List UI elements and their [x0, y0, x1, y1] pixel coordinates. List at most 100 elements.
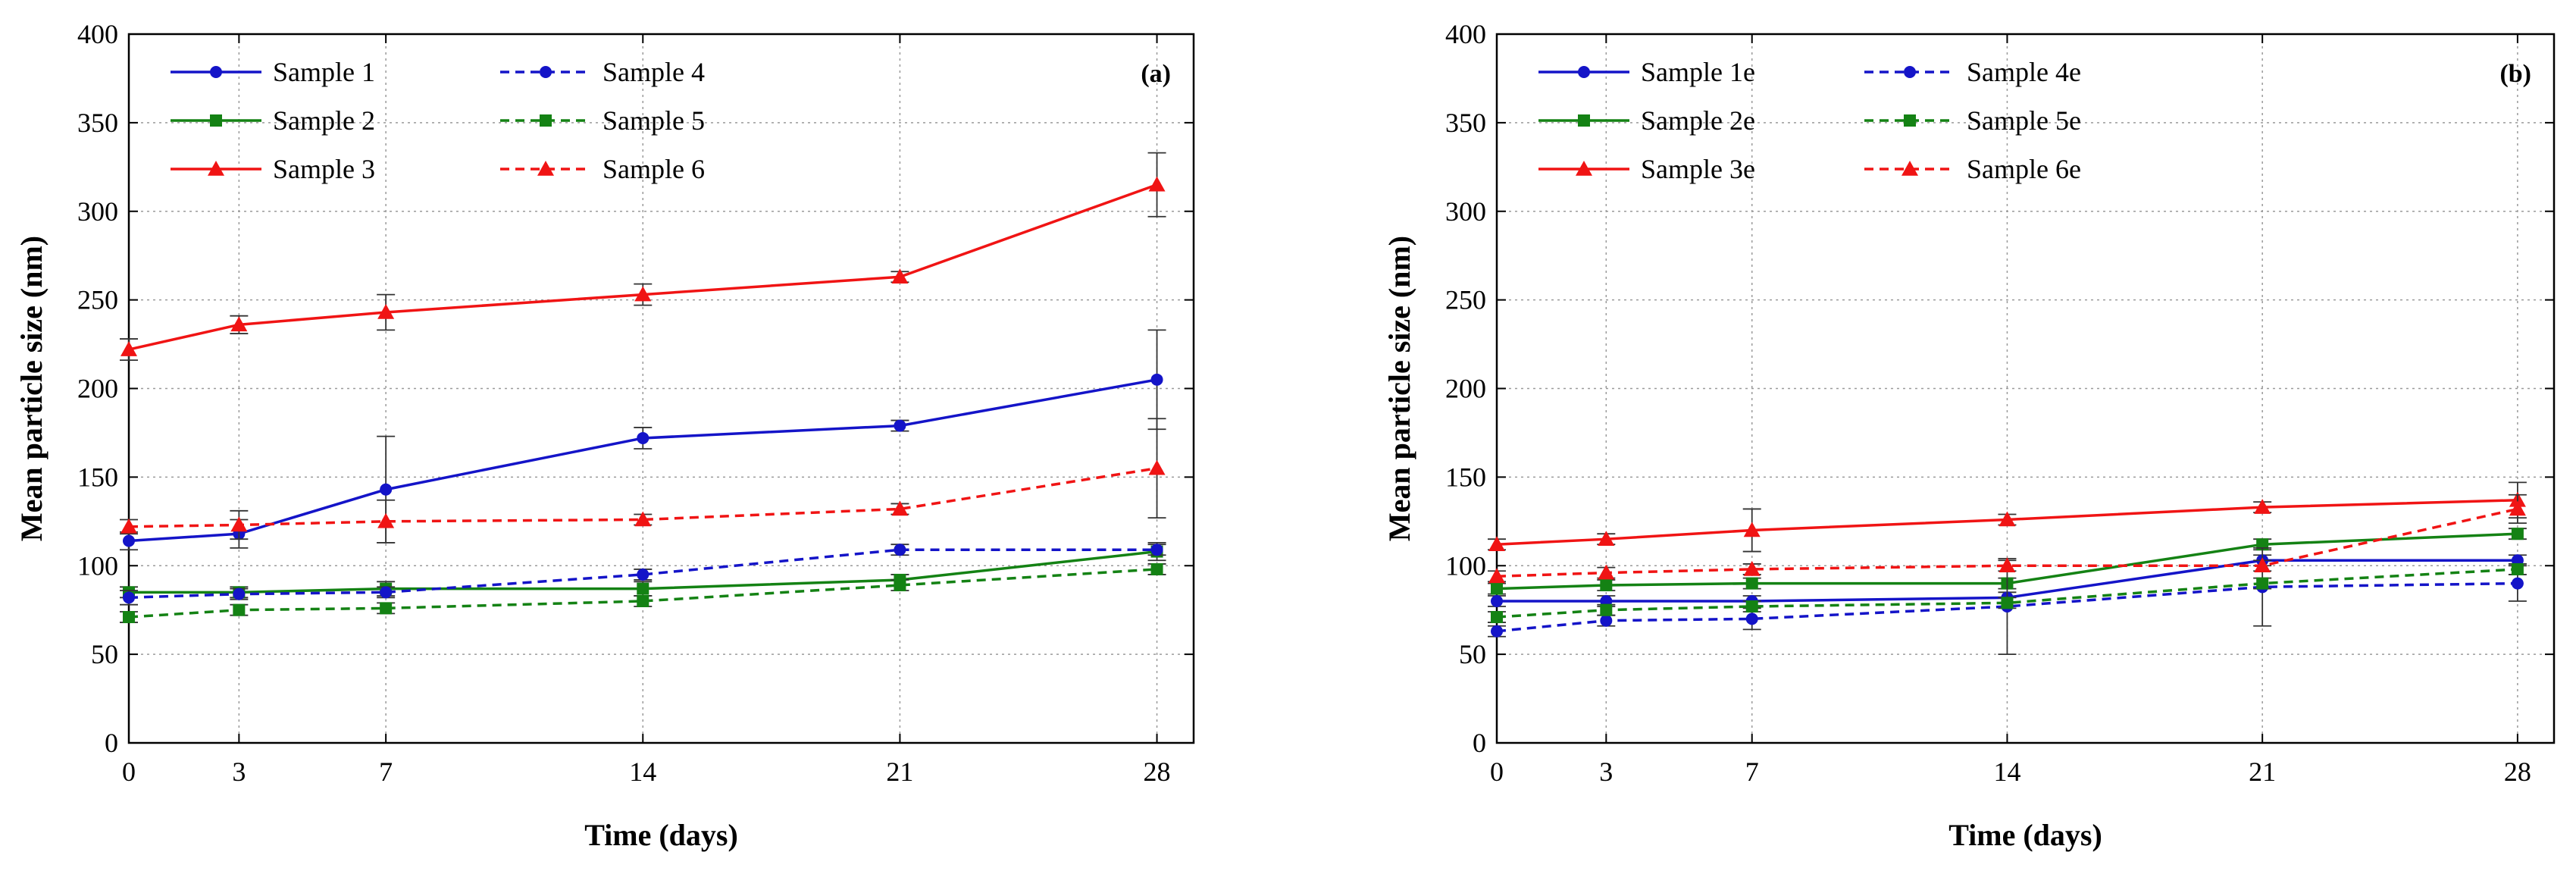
series-line [128, 548, 1157, 600]
legend-marker [1578, 114, 1590, 127]
data-point [1743, 522, 1761, 537]
data-point [377, 303, 395, 319]
y-tick-label: 350 [77, 108, 118, 138]
y-tick-label: 0 [105, 728, 118, 758]
legend-entry: Sample 6 [603, 154, 705, 184]
data-point [123, 591, 135, 604]
data-point [380, 483, 393, 496]
data-point [634, 286, 652, 302]
legend-marker [537, 161, 554, 176]
data-point [230, 516, 248, 532]
data-point [1150, 562, 1163, 575]
series-line [1496, 581, 2518, 633]
data-point [894, 419, 906, 432]
x-tick-label: 14 [629, 757, 656, 787]
series-sample-3e [1488, 481, 2527, 553]
legend-marker [1904, 114, 1916, 127]
y-tick-label: 100 [1445, 550, 1486, 581]
data-point [891, 500, 909, 516]
y-tick-label: 50 [91, 639, 118, 669]
y-tick-label: 350 [1445, 108, 1486, 138]
x-tick-label: 0 [122, 757, 136, 787]
series-line [128, 568, 1157, 619]
panel-a-chart: 0 50 100 150 200 250 300 350 400 0 3 7 14 21 28 Time (d… [14, 19, 1195, 852]
legend-entry: Sample 5 [603, 105, 705, 136]
legend-marker [540, 66, 552, 78]
series-line [128, 378, 1157, 543]
data-point [894, 544, 906, 556]
legend-entry: Sample 4e [1967, 57, 2081, 87]
legend: Sample 1 Sample 2 Sample 3 Sample 4 Sample 5… [171, 57, 705, 184]
legend-marker [210, 114, 222, 127]
series-sample-6e [1488, 493, 2527, 584]
data-point [1491, 625, 1503, 638]
data-point [894, 578, 906, 591]
x-tick-label: 7 [1745, 757, 1759, 787]
data-point [2001, 597, 2014, 609]
x-tick-label: 28 [2504, 757, 2531, 787]
data-point [121, 518, 137, 534]
data-point [1148, 459, 1166, 475]
legend-entry: Sample 1e [1641, 57, 1755, 87]
y-tick-label: 200 [1445, 374, 1486, 404]
data-point [637, 582, 649, 595]
series-sample-5e [1488, 562, 2527, 624]
series-line [1496, 568, 2518, 619]
data-point [2254, 557, 2271, 573]
legend-entry: Sample 3e [1641, 154, 1755, 184]
data-point [123, 534, 135, 547]
legend-marker [1576, 161, 1592, 176]
data-point [121, 341, 137, 356]
data-point [1999, 511, 2016, 527]
x-tick-label: 21 [2249, 757, 2276, 787]
y-tick-label: 100 [77, 550, 118, 581]
data-point [1745, 577, 1758, 590]
legend-entry: Sample 6e [1967, 154, 2081, 184]
y-tick-label: 200 [77, 374, 118, 404]
data-point [637, 595, 649, 607]
data-point [2511, 562, 2524, 575]
legend-marker [210, 66, 222, 78]
data-point [1491, 611, 1503, 624]
legend-marker [540, 114, 552, 127]
panel-label: (a) [1141, 60, 1171, 88]
series-line [128, 466, 1157, 528]
data-point [380, 586, 393, 599]
data-point [637, 431, 649, 444]
series-line [128, 183, 1158, 351]
y-tick-label: 300 [77, 196, 118, 227]
y-tick-label: 250 [77, 285, 118, 315]
data-point [1148, 176, 1166, 192]
x-tick-label: 14 [1993, 757, 2020, 787]
series-sample-4 [120, 544, 1166, 606]
series-sample-6 [120, 418, 1166, 544]
data-point [1600, 578, 1613, 591]
series-sample-2e [1488, 528, 2527, 595]
data-point [1600, 614, 1613, 627]
y-tick-label: 300 [1445, 196, 1486, 227]
series-line [129, 550, 1157, 594]
x-tick-label: 21 [886, 757, 913, 787]
y-tick-label: 400 [77, 19, 118, 49]
data-point [2511, 528, 2524, 540]
data-point [230, 316, 248, 332]
data-point [1598, 564, 1615, 580]
y-tick-label: 150 [1445, 462, 1486, 492]
series-line [1496, 532, 2518, 591]
legend-entry: Sample 5e [1967, 105, 2081, 136]
panel-b-chart: 0 50 100 150 200 250 300 350 400 0 3 7 14 21 28 Time (d… [1382, 19, 2556, 852]
data-point [2256, 577, 2269, 590]
data-point [1600, 603, 1613, 616]
data-point [891, 268, 909, 284]
series-line [1496, 507, 2518, 578]
x-tick-label: 3 [232, 757, 246, 787]
data-point [2509, 500, 2526, 516]
legend-marker [1578, 66, 1590, 78]
data-point [233, 603, 246, 616]
series-line [1496, 499, 2518, 546]
legend-entry: Sample 2e [1641, 105, 1755, 136]
legend-entry: Sample 3 [273, 154, 375, 184]
panel-label: (b) [2499, 60, 2531, 88]
x-tick-label: 28 [1144, 757, 1171, 787]
